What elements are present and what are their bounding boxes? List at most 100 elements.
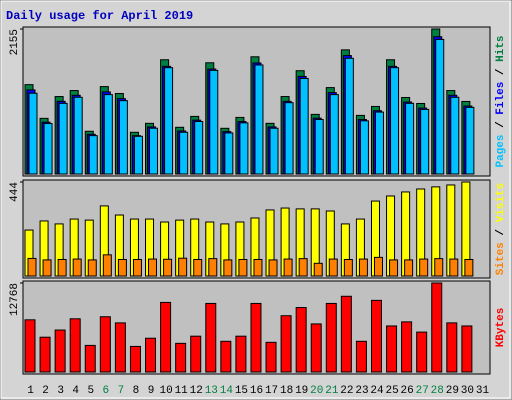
bar	[99, 316, 111, 373]
y-tick-label: 2155	[9, 29, 21, 55]
legend-entry: Files	[495, 82, 507, 115]
x-tick-label: 25	[385, 385, 398, 397]
bar	[449, 258, 459, 277]
x-tick-label: 5	[87, 385, 94, 397]
bar	[205, 302, 217, 373]
bar	[386, 325, 398, 373]
bar	[194, 121, 204, 175]
legend-separator: /	[495, 62, 507, 82]
x-tick-label: 13	[205, 385, 218, 397]
bar	[58, 102, 68, 175]
bar	[298, 258, 308, 277]
bar	[374, 111, 384, 175]
bar	[114, 322, 126, 373]
bar	[370, 299, 382, 373]
bar	[461, 325, 473, 373]
x-tick-label: 3	[57, 385, 64, 397]
bar	[416, 331, 428, 373]
x-tick-label: 4	[72, 385, 79, 397]
bar	[149, 127, 159, 175]
bar	[103, 94, 113, 175]
y-tick-label: 12768	[9, 283, 21, 316]
bar	[69, 318, 81, 373]
bar	[390, 67, 400, 175]
bar	[250, 302, 262, 373]
bar	[57, 258, 67, 277]
legend: Pages / Files / Hits	[495, 35, 507, 167]
legend-entry: Hits	[495, 35, 507, 61]
bar	[72, 258, 82, 277]
x-tick-label: 15	[235, 385, 248, 397]
x-tick-label: 31	[476, 385, 490, 397]
bar	[209, 69, 219, 175]
bar	[419, 258, 429, 277]
x-tick-label: 7	[118, 385, 125, 397]
bar	[118, 100, 128, 175]
x-tick-label: 8	[133, 385, 140, 397]
x-tick-label: 27	[416, 385, 429, 397]
bar	[224, 132, 234, 175]
bar	[450, 96, 460, 175]
bar	[446, 322, 458, 373]
bar	[73, 96, 83, 175]
bar	[404, 259, 414, 277]
bar	[340, 295, 352, 373]
bar	[310, 323, 322, 373]
bar	[314, 118, 324, 175]
x-tick-label: 19	[295, 385, 308, 397]
bar	[464, 258, 474, 277]
legend-entry: KBytes	[495, 308, 507, 348]
legend-separator: /	[495, 115, 507, 135]
bar	[344, 57, 354, 175]
x-tick-label: 20	[310, 385, 323, 397]
x-tick-label: 26	[401, 385, 414, 397]
bar	[129, 345, 141, 373]
x-tick-label: 9	[148, 385, 155, 397]
x-tick-label: 2	[42, 385, 49, 397]
bar	[238, 258, 248, 277]
bar	[148, 258, 158, 277]
bar	[373, 256, 383, 277]
x-tick-label: 30	[461, 385, 474, 397]
bar	[27, 257, 37, 277]
bar	[160, 301, 172, 373]
bar	[268, 259, 278, 277]
bar	[54, 329, 66, 373]
x-tick-label: 6	[103, 385, 110, 397]
bar	[102, 254, 112, 277]
x-tick-label: 16	[250, 385, 263, 397]
bar	[133, 135, 143, 175]
bar	[117, 258, 127, 277]
chart-title: Daily usage for April 2019	[6, 9, 193, 23]
bar	[313, 262, 323, 277]
bar	[253, 258, 263, 277]
bar	[220, 340, 232, 373]
bar	[43, 123, 53, 175]
legend-entry: Sites	[495, 242, 507, 275]
legend-entry: Visits	[495, 183, 507, 223]
bar	[431, 282, 443, 373]
bar	[254, 64, 264, 175]
bar	[359, 120, 369, 175]
x-tick-label: 10	[160, 385, 173, 397]
x-tick-label: 29	[446, 385, 459, 397]
bar	[235, 335, 247, 373]
x-tick-label: 22	[340, 385, 353, 397]
x-tick-label: 28	[431, 385, 444, 397]
bar	[465, 106, 475, 175]
bar	[358, 258, 368, 277]
bar	[132, 258, 142, 277]
bar	[42, 259, 52, 277]
x-tick-label: 23	[355, 385, 368, 397]
bar	[325, 302, 337, 373]
x-tick-label: 12	[190, 385, 203, 397]
bar	[175, 342, 187, 373]
bar	[299, 77, 309, 175]
bar	[193, 258, 203, 277]
bar	[355, 340, 367, 373]
legend-entry: Pages	[495, 135, 507, 168]
bar	[328, 258, 338, 277]
bar	[28, 92, 38, 175]
bar	[145, 337, 157, 373]
